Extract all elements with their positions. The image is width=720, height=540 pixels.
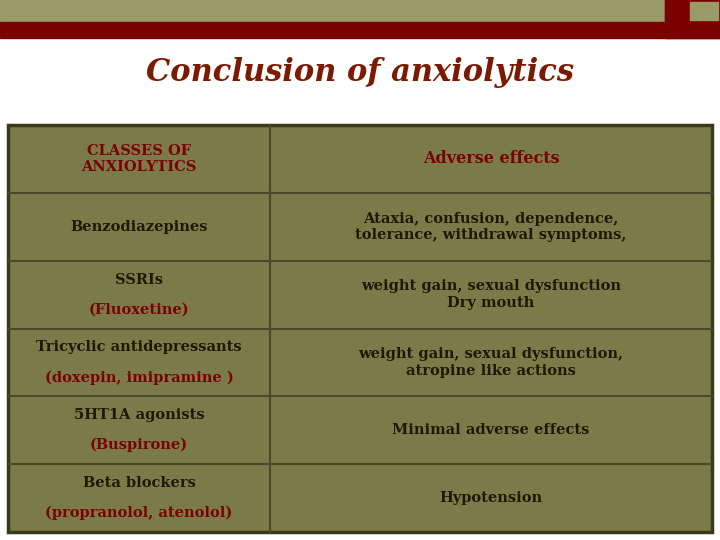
Bar xyxy=(8,125,712,532)
Bar xyxy=(0,0,665,22)
Bar xyxy=(665,0,720,38)
Bar xyxy=(665,0,720,22)
Text: SSRIs: SSRIs xyxy=(115,273,163,287)
Text: CLASSES OF
ANXIOLYTICS: CLASSES OF ANXIOLYTICS xyxy=(81,144,197,174)
Bar xyxy=(665,0,720,38)
Text: 5HT1A agonists: 5HT1A agonists xyxy=(73,408,204,422)
Text: (Fluoxetine): (Fluoxetine) xyxy=(89,302,189,316)
Text: Hypotension: Hypotension xyxy=(439,491,543,505)
Text: Beta blockers: Beta blockers xyxy=(83,476,195,490)
Text: Tricyclic antidepressants: Tricyclic antidepressants xyxy=(36,341,242,354)
Text: (Buspirone): (Buspirone) xyxy=(90,438,188,453)
Text: Conclusion of anxiolytics: Conclusion of anxiolytics xyxy=(146,57,574,87)
Text: Adverse effects: Adverse effects xyxy=(423,151,559,167)
Bar xyxy=(8,125,712,532)
Text: (propranolol, atenolol): (propranolol, atenolol) xyxy=(45,506,233,520)
Text: Minimal adverse effects: Minimal adverse effects xyxy=(392,423,590,437)
Text: Ataxia, confusion, dependence,
tolerance, withdrawal symptoms,: Ataxia, confusion, dependence, tolerance… xyxy=(355,212,626,242)
Bar xyxy=(0,22,665,38)
Text: Benzodiazepines: Benzodiazepines xyxy=(71,220,208,234)
Text: (doxepin, imipramine ): (doxepin, imipramine ) xyxy=(45,370,233,384)
Bar xyxy=(690,2,718,20)
Text: weight gain, sexual dysfunction
Dry mouth: weight gain, sexual dysfunction Dry mout… xyxy=(361,280,621,309)
Text: weight gain, sexual dysfunction,
atropine like actions: weight gain, sexual dysfunction, atropin… xyxy=(359,347,624,377)
